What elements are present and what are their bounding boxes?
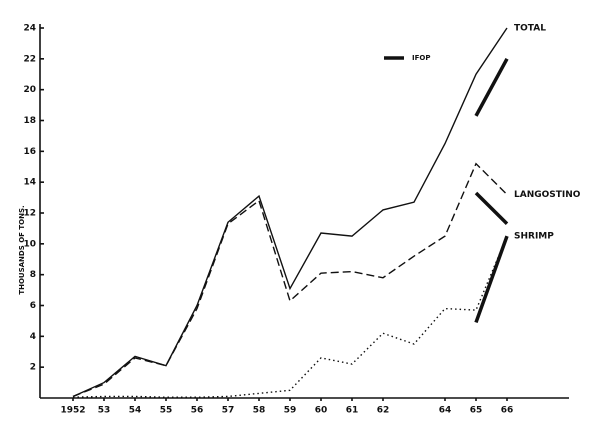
- y-axis-label: THOUSANDS OF TONS.: [18, 205, 26, 294]
- x-tick-label: 60: [315, 406, 328, 416]
- x-tick-label: 58: [253, 406, 266, 416]
- x-tick-label: 65: [470, 406, 483, 416]
- series-line: [72, 27, 508, 398]
- x-tick-label: 66: [501, 406, 514, 416]
- y-tick-label: 14: [23, 178, 36, 188]
- ifop-segment: [474, 191, 509, 226]
- x-tick-label: 54: [129, 406, 142, 416]
- ifop-segment: [474, 235, 509, 324]
- series-line: [72, 162, 508, 398]
- y-tick-label: 24: [23, 24, 36, 34]
- x-tick-label: 56: [191, 406, 204, 416]
- y-tick-label: 18: [23, 116, 36, 126]
- y-tick-label: 12: [23, 209, 36, 219]
- y-tick-label: 8: [30, 270, 36, 280]
- ifop-segment: [474, 57, 509, 117]
- x-tick-label: 59: [284, 406, 297, 416]
- legend-label: IFOP: [412, 54, 430, 62]
- y-tick-label: 16: [23, 147, 36, 157]
- y-tick-label: 4: [30, 332, 36, 342]
- y-tick-label: 22: [23, 54, 36, 64]
- series-line: [72, 235, 508, 398]
- series-label: LANGOSTINO: [514, 190, 581, 200]
- x-tick-label: 55: [160, 406, 173, 416]
- y-tick-label: 20: [23, 85, 36, 95]
- x-tick-label: 62: [377, 406, 390, 416]
- x-tick-label: 53: [98, 406, 111, 416]
- y-tick-label: 10: [23, 239, 36, 249]
- series-label: TOTAL: [514, 24, 546, 34]
- series-label: SHRIMP: [514, 232, 554, 242]
- x-tick-label: 61: [346, 406, 359, 416]
- y-tick-label: 2: [30, 363, 36, 373]
- y-tick-label: 6: [30, 301, 36, 311]
- x-tick-label: 57: [222, 406, 235, 416]
- x-tick-label: 1952: [60, 406, 85, 416]
- x-tick-label: 64: [439, 406, 452, 416]
